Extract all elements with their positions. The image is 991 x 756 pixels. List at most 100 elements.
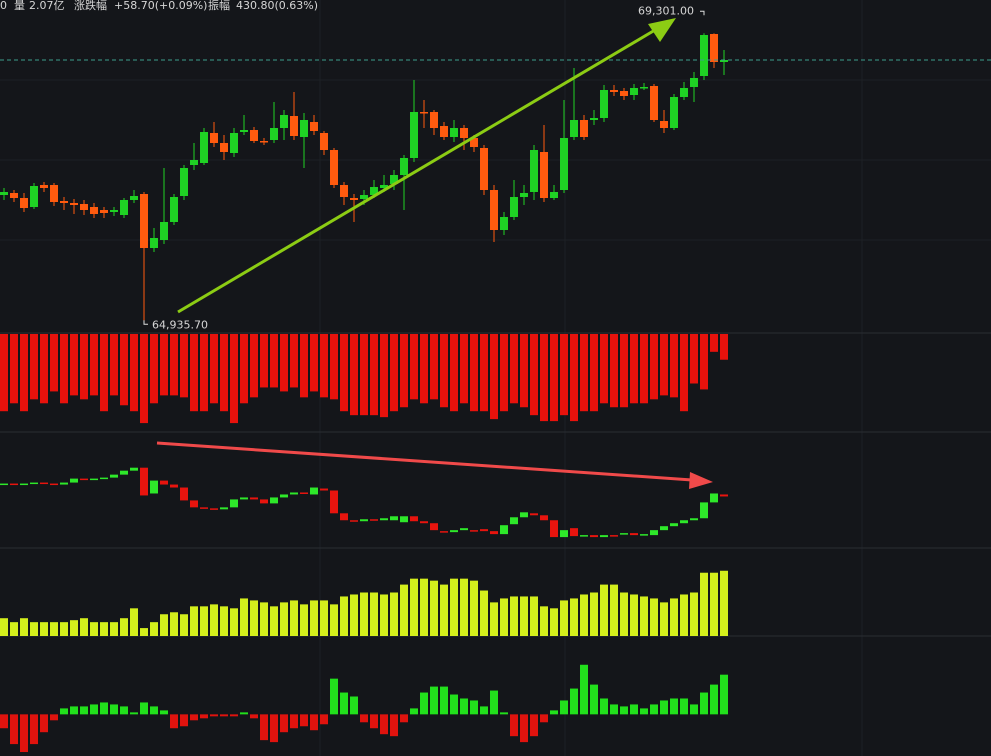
candle-body bbox=[420, 521, 428, 524]
bar bbox=[180, 614, 188, 636]
bar bbox=[90, 622, 98, 636]
bar bbox=[700, 572, 708, 636]
bar bbox=[280, 714, 288, 733]
bar bbox=[370, 592, 378, 636]
candle-body bbox=[50, 185, 58, 202]
bar bbox=[660, 700, 668, 715]
bar bbox=[590, 684, 598, 715]
bar bbox=[170, 334, 178, 396]
candle-body bbox=[430, 523, 438, 531]
bar bbox=[410, 334, 418, 400]
bar bbox=[600, 698, 608, 715]
bar bbox=[300, 714, 308, 727]
bar bbox=[540, 714, 548, 723]
header-item: 涨跌幅 bbox=[74, 0, 107, 12]
header-item: 振幅 bbox=[208, 0, 230, 12]
bar bbox=[380, 714, 388, 735]
bar bbox=[30, 334, 38, 400]
bar bbox=[150, 334, 158, 404]
bar bbox=[680, 334, 688, 412]
bar bbox=[660, 602, 668, 636]
bar bbox=[100, 622, 108, 636]
candle-body bbox=[290, 492, 298, 495]
candle-body bbox=[360, 195, 368, 199]
candle-body bbox=[700, 502, 708, 519]
bar bbox=[180, 714, 188, 727]
bar bbox=[700, 692, 708, 715]
bar bbox=[720, 570, 728, 636]
candle-body bbox=[190, 500, 198, 508]
bar bbox=[590, 592, 598, 636]
candle-body bbox=[170, 484, 178, 488]
bar bbox=[180, 334, 188, 398]
candle-body bbox=[700, 35, 708, 76]
bar bbox=[460, 334, 468, 404]
bar bbox=[60, 334, 68, 404]
candle-body bbox=[480, 148, 488, 190]
bar bbox=[600, 584, 608, 636]
candle-body bbox=[420, 112, 428, 114]
bar bbox=[380, 594, 388, 636]
candle-body bbox=[260, 499, 268, 504]
bar bbox=[360, 334, 368, 416]
bar bbox=[10, 334, 18, 404]
bar bbox=[570, 334, 578, 422]
bar bbox=[720, 334, 728, 360]
bar bbox=[480, 590, 488, 636]
bar bbox=[440, 334, 448, 408]
bar bbox=[450, 578, 458, 636]
bar bbox=[660, 334, 668, 396]
candle-body bbox=[590, 535, 598, 538]
bar bbox=[200, 714, 208, 719]
bar bbox=[250, 600, 258, 636]
bar bbox=[270, 334, 278, 388]
bar bbox=[530, 334, 538, 416]
header-item: 量 bbox=[14, 0, 25, 12]
arrow-head bbox=[648, 18, 676, 42]
bar bbox=[690, 334, 698, 384]
candle-body bbox=[140, 467, 148, 496]
bar bbox=[690, 704, 698, 715]
candle-body bbox=[650, 530, 658, 536]
bar bbox=[410, 708, 418, 715]
candle-body bbox=[590, 118, 598, 120]
candle-body bbox=[540, 152, 548, 198]
candle-body bbox=[640, 87, 648, 89]
candle-body bbox=[280, 115, 288, 128]
bar bbox=[200, 606, 208, 636]
bar bbox=[340, 334, 348, 412]
bar bbox=[90, 334, 98, 396]
candle-body bbox=[260, 141, 268, 143]
candle-body bbox=[720, 60, 728, 62]
candle-body bbox=[0, 483, 8, 486]
bar bbox=[470, 580, 478, 636]
bar bbox=[440, 686, 448, 715]
candle-body bbox=[230, 499, 238, 508]
bar bbox=[670, 598, 678, 636]
candle-body bbox=[530, 513, 538, 516]
candle-body bbox=[280, 494, 288, 498]
bar bbox=[440, 584, 448, 636]
candle-body bbox=[170, 197, 178, 222]
bar bbox=[530, 596, 538, 636]
candle-body bbox=[580, 120, 588, 137]
bar bbox=[130, 712, 138, 715]
candle-body bbox=[110, 210, 118, 212]
candle-body bbox=[120, 470, 128, 475]
bar bbox=[540, 606, 548, 636]
bar bbox=[670, 334, 678, 398]
bar bbox=[500, 334, 508, 412]
bar bbox=[400, 584, 408, 636]
bar bbox=[630, 704, 638, 715]
bar bbox=[160, 710, 168, 715]
candle-body bbox=[220, 507, 228, 510]
marks: 64,935.70 69,301.00 bbox=[0, 4, 991, 753]
candle-body bbox=[230, 133, 238, 153]
bar bbox=[580, 334, 588, 412]
bar bbox=[450, 694, 458, 715]
candle-body bbox=[510, 517, 518, 525]
annotation-label: 64,935.70 bbox=[152, 318, 208, 331]
candle-body bbox=[600, 90, 608, 118]
candle-body bbox=[490, 190, 498, 230]
